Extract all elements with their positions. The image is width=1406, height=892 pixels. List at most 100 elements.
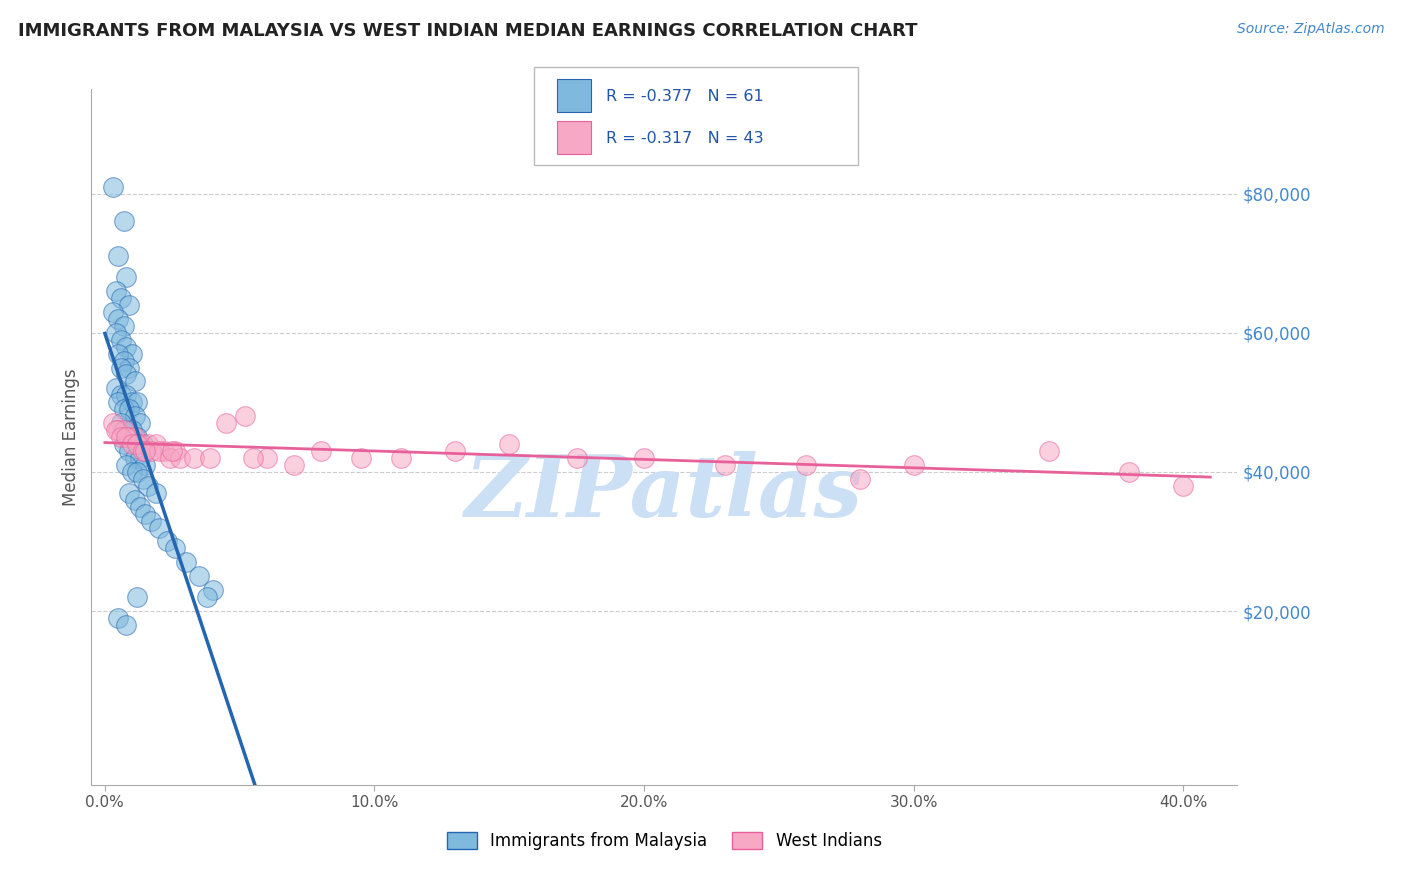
Point [350, 450, 373, 465]
Point [112, 423, 135, 437]
Point [195, 590, 218, 604]
Point [849, 472, 872, 486]
Point [124, 492, 146, 507]
Point [110, 416, 132, 430]
Point [104, 381, 127, 395]
Point [121, 423, 143, 437]
Point [565, 450, 588, 465]
Point [134, 458, 156, 472]
Point [148, 520, 170, 534]
Point [110, 333, 132, 347]
Point [124, 375, 146, 389]
Point [633, 450, 655, 465]
Point [256, 450, 278, 465]
Point [118, 430, 141, 444]
Point [104, 423, 127, 437]
Point [498, 437, 520, 451]
Point [129, 500, 152, 514]
Point [134, 444, 156, 458]
Point [139, 444, 162, 458]
Point [112, 437, 135, 451]
Point [115, 458, 138, 472]
Point [156, 534, 179, 549]
Point [101, 416, 124, 430]
Point [145, 485, 167, 500]
Point [162, 444, 184, 458]
Point [127, 465, 149, 479]
Point [107, 249, 129, 263]
Point [794, 458, 817, 472]
Point [110, 430, 132, 444]
Point [1173, 479, 1195, 493]
Point [110, 360, 132, 375]
Point [148, 444, 170, 458]
Point [174, 555, 197, 569]
Point [129, 450, 152, 465]
Text: Source: ZipAtlas.com: Source: ZipAtlas.com [1237, 22, 1385, 37]
Point [309, 444, 332, 458]
Point [107, 423, 129, 437]
Point [163, 444, 186, 458]
Point [101, 179, 124, 194]
Point [124, 409, 146, 424]
Point [242, 450, 264, 465]
Point [118, 360, 141, 375]
Point [169, 450, 191, 465]
Point [107, 311, 129, 326]
Point [139, 514, 162, 528]
Point [121, 437, 143, 451]
Point [129, 416, 152, 430]
Point [215, 416, 238, 430]
Point [127, 395, 149, 409]
Point [107, 611, 129, 625]
Point [145, 437, 167, 451]
Point [127, 430, 149, 444]
Point [121, 395, 143, 409]
Text: R = -0.317   N = 43: R = -0.317 N = 43 [606, 131, 763, 145]
Text: ZIPatlas: ZIPatlas [465, 451, 863, 534]
Point [124, 450, 146, 465]
Point [153, 444, 176, 458]
Point [159, 450, 181, 465]
Point [118, 298, 141, 312]
Point [107, 346, 129, 360]
Point [118, 402, 141, 417]
Point [115, 618, 138, 632]
Point [131, 444, 153, 458]
Point [112, 318, 135, 333]
Point [115, 270, 138, 285]
Point [131, 437, 153, 451]
Point [1038, 444, 1060, 458]
Point [127, 590, 149, 604]
Point [714, 458, 737, 472]
Point [201, 583, 224, 598]
Point [183, 450, 205, 465]
Point [110, 291, 132, 305]
Point [104, 326, 127, 340]
Point [107, 395, 129, 409]
Point [121, 465, 143, 479]
Point [115, 430, 138, 444]
Point [163, 541, 186, 556]
Point [131, 472, 153, 486]
Point [104, 284, 127, 298]
Point [115, 388, 138, 402]
Point [101, 305, 124, 319]
Point [129, 437, 152, 451]
Point [110, 388, 132, 402]
Point [127, 437, 149, 451]
Y-axis label: Median Earnings: Median Earnings [62, 368, 80, 506]
Point [444, 444, 467, 458]
Point [136, 479, 159, 493]
Point [188, 569, 211, 583]
Point [118, 444, 141, 458]
Point [115, 423, 138, 437]
Text: R = -0.377   N = 61: R = -0.377 N = 61 [606, 89, 763, 103]
Point [115, 368, 138, 382]
Point [118, 485, 141, 500]
Point [1118, 465, 1140, 479]
Point [112, 353, 135, 368]
Point [903, 458, 925, 472]
Point [134, 507, 156, 521]
Point [198, 450, 221, 465]
